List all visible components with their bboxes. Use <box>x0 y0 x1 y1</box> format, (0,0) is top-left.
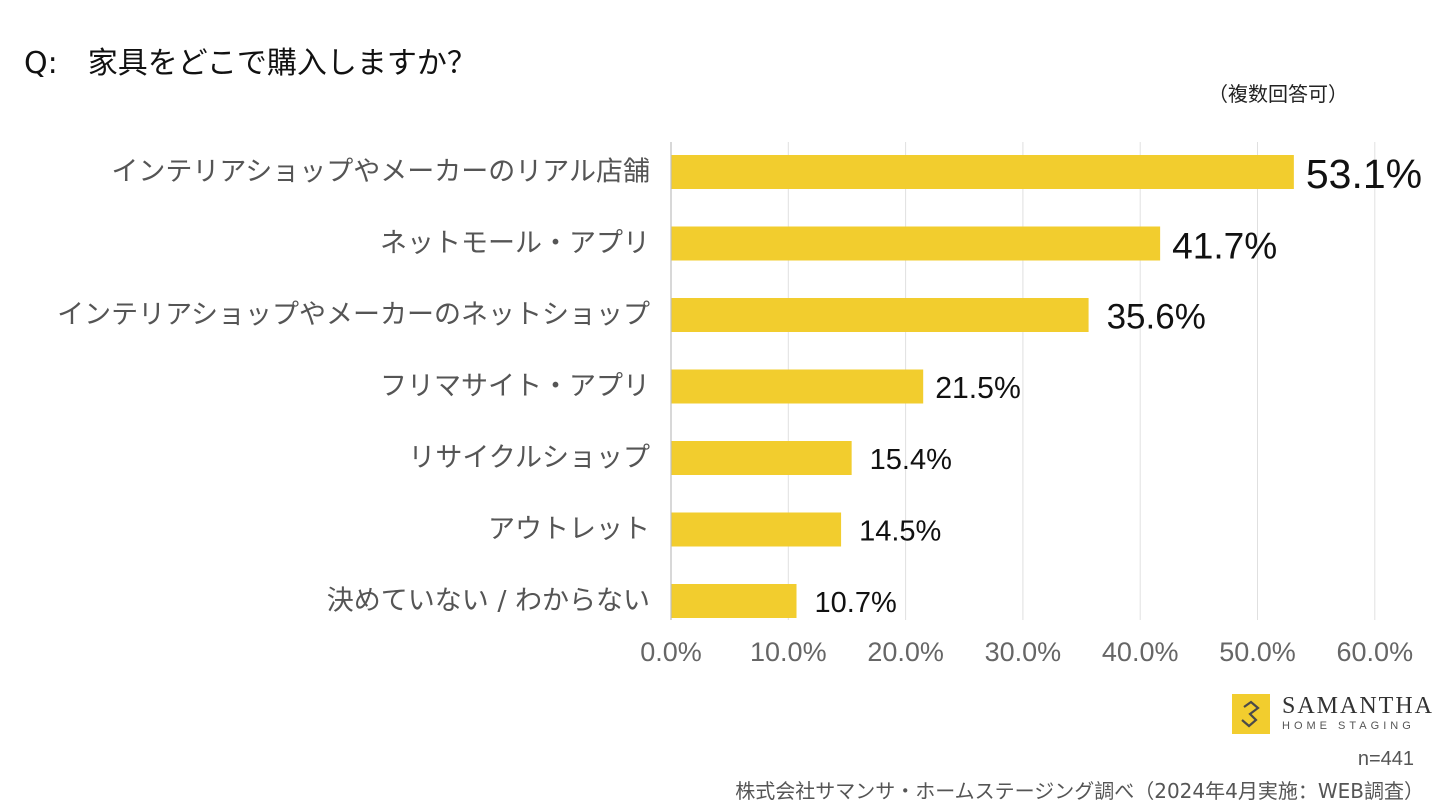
question-text: 家具をどこで購入しますか？ <box>87 46 477 81</box>
category-label: アウトレット <box>488 514 650 545</box>
bar <box>671 369 924 404</box>
bar <box>671 584 797 618</box>
tick-label: 40.0% <box>1102 637 1179 667</box>
tick-label: 0.0% <box>640 637 702 667</box>
category-label: 決めていない / わからない <box>327 586 650 617</box>
tick-label: 50.0% <box>1219 637 1296 667</box>
logo-mark-icon <box>1232 694 1270 734</box>
value-label: 53.1% <box>1306 151 1422 197</box>
bar-chart: インテリアショップやメーカーのリアル店舗ネットモール・アプリインテリアショップや… <box>57 142 1423 667</box>
bar <box>671 512 842 547</box>
value-label: 15.4% <box>870 444 952 476</box>
value-label: 35.6% <box>1107 298 1206 337</box>
chart-category-labels: インテリアショップやメーカーのリアル店舗ネットモール・アプリインテリアショップや… <box>57 157 650 617</box>
value-label: 41.7% <box>1172 225 1277 267</box>
bar <box>671 226 1161 261</box>
chart-value-labels: 53.1% 41.7% 35.6% 21.5% 15.4% 14.5% 10.7% <box>815 151 1423 619</box>
logo-name: SAMANTHA <box>1282 693 1435 719</box>
tick-label: 30.0% <box>985 637 1062 667</box>
tick-label: 60.0% <box>1337 637 1414 667</box>
value-label: 14.5% <box>859 516 941 548</box>
tick-label: 10.0% <box>750 637 827 667</box>
survey-source: 株式会社サマンサ・ホームステージング調べ（2024年4月実施：WEB調査） <box>735 779 1424 803</box>
question-prefix: Q: <box>24 46 58 81</box>
category-label: リサイクルショップ <box>408 443 650 474</box>
sample-size: n=441 <box>1357 748 1414 770</box>
category-label: フリマサイト・アプリ <box>380 371 650 402</box>
bar <box>671 155 1294 189</box>
tick-label: 20.0% <box>867 637 944 667</box>
logo-subtitle: HOME STAGING <box>1282 720 1415 732</box>
multiple-answer-note: （複数回答可） <box>1208 82 1348 106</box>
chart-tick-labels: 0.0% 10.0% 20.0% 30.0% 40.0% 50.0% 60.0% <box>640 637 1413 667</box>
value-label: 10.7% <box>815 587 897 619</box>
category-label: インテリアショップやメーカーのリアル店舗 <box>111 157 650 188</box>
bar <box>671 298 1089 332</box>
chart-bars <box>671 155 1294 618</box>
value-label: 21.5% <box>935 372 1021 405</box>
question-title: Q: 家具をどこで購入しますか？ <box>24 38 477 82</box>
category-label: インテリアショップやメーカーのネットショップ <box>57 300 650 331</box>
category-label: ネットモール・アプリ <box>380 228 650 259</box>
samantha-logo: SAMANTHA HOME STAGING <box>1232 694 1434 734</box>
bar <box>671 441 852 475</box>
